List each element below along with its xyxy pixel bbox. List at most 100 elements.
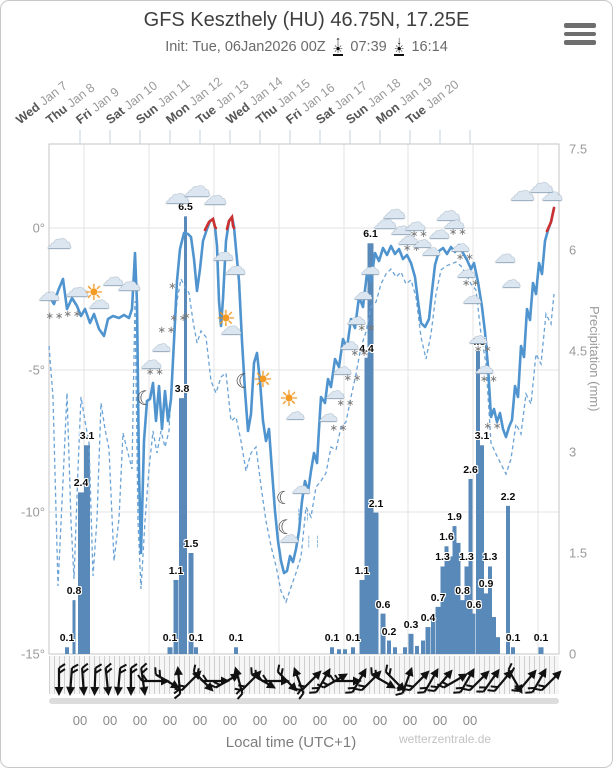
weather-icon-s2: ∗∗ [157,325,177,336]
precip-bar [476,351,480,654]
weather-icon-c: ☁ [102,265,124,290]
precip-bar [188,553,194,654]
precip-bar [460,600,465,654]
hour-label: 00 [312,713,328,728]
weather-icon-c: ☁ [360,257,380,279]
precip-bar [440,566,445,654]
wind-barb [511,669,537,692]
weather-icon-cloud-snow: ☁ ∗∗ [468,326,493,355]
wind-barb [436,673,468,689]
sunrise-icon: ↑ ☀ [332,35,344,56]
hour-label: 00 [132,713,148,728]
weather-icon-sun-cloud: ☀ ☁ [84,280,110,313]
weather-icon-s2: ∗∗ [336,398,356,409]
wind-barb [345,668,367,694]
weather-icon-s2: ∗∗ [483,421,503,432]
precip-bar [511,647,515,654]
weather-icon-c: ☁ [435,196,461,226]
wind-barb [197,674,230,686]
precip-tick-label: 4.5 [569,343,588,359]
precip-bar-label: 1.6 [439,531,454,544]
precip-tick-label: 7.5 [569,141,588,157]
weather-icon-c: ☁ [318,404,338,426]
hour-label: 00 [372,713,388,728]
precip-bar [351,647,355,654]
precip-bar-label: 1.3 [435,551,450,564]
precip-bar-label: 2.6 [463,463,478,476]
weather-icon-s2: ∗∗ [357,323,377,334]
weather-icon-moon-cloud: ☾ ☁ [277,517,299,547]
precip-bar [184,216,187,655]
init-label: Init: Tue, 06Jan2026 00Z [165,38,326,55]
precip-bar [364,357,369,654]
precip-bar-label: 0.1 [533,632,549,645]
precip-bar [393,647,397,654]
precip-bar-label: 0.1 [188,632,204,645]
wind-barb [453,668,475,694]
sunrise-time: 07:39 [350,38,387,55]
weather-icon-c: ☁ [462,286,482,308]
precip-bar [444,546,449,654]
precip-bar-label: 6.5 [178,201,193,214]
hour-label: 00 [162,713,178,728]
wind-barb [316,673,348,689]
hamburger-menu-button[interactable] [564,23,596,49]
precip-bar [359,579,365,654]
precip-bar [72,600,76,654]
precip-bar [452,526,457,654]
wind-barb [525,668,547,694]
precip-bar [492,616,496,654]
plot-border [48,143,560,655]
weather-icon-c: ☁ [38,280,60,305]
weather-icon-cloud-snow: ☁ ∗∗ [456,260,481,289]
precip-bar-label: 3.8 [174,383,190,396]
above-freezing-segment [545,206,556,233]
weather-icon-c: ☁ [339,332,359,354]
weather-icon-c: ☁ [117,269,141,296]
weather-icon-c: ☁ [183,171,211,202]
hour-label: 00 [72,713,88,728]
precip-bar-label: 0.9 [478,578,494,591]
precip-bar [538,647,544,654]
hour-label: 00 [432,713,448,728]
hour-label: 00 [102,713,118,728]
weather-icon-c: ☁ [528,168,554,198]
xaxis-title: Local time (UTC+1) [225,734,357,751]
watermark: wetterzentrale.de [399,732,492,746]
weather-icon-c: ☁ [390,214,412,239]
weather-icon-vi: ┆┆ [305,536,323,549]
precip-bar [464,566,469,654]
weather-icon-c: ☁ [285,402,305,424]
precip-bar [456,542,461,654]
precip-bar [167,647,173,654]
precip-bar-label: 0.1 [345,632,361,645]
wind-barb [126,663,138,696]
weather-icon-m: ☾ [275,488,293,508]
precip-bar [408,633,414,654]
precip-bar-label: 0.6 [466,598,482,611]
precip-bar [421,640,425,654]
precip-bar-label: 0.8 [66,585,82,598]
horizontal-scrollbar[interactable] [49,698,559,704]
precip-bar-label: 1.5 [183,538,199,550]
weather-icon-c: ☁ [421,238,441,260]
weather-icon-c: ☁ [353,282,373,304]
weather-icon-cloud-snow: ☁ ∗∗ [450,234,475,263]
temp-tick-label: 0° [32,220,45,236]
precip-bar [468,478,473,654]
precip-bar [373,512,379,654]
dewpoint-curve [48,261,555,604]
precip-bar [380,613,386,654]
weather-icon-c: ☁ [412,230,432,252]
hour-label: 00 [402,713,418,728]
weather-icon-s2: ∗∗ [350,348,370,359]
precip-bar-label: 0.1 [505,632,521,645]
weather-icon-c: ☁ [332,357,352,379]
weather-icon-c: ☁ [501,270,521,292]
wind-barb [90,663,103,696]
weather-icon-c: ☁ [291,476,311,498]
weather-icon-cloud-snow: ☁ ∗∗ [474,356,499,385]
precip-bar [387,640,391,654]
